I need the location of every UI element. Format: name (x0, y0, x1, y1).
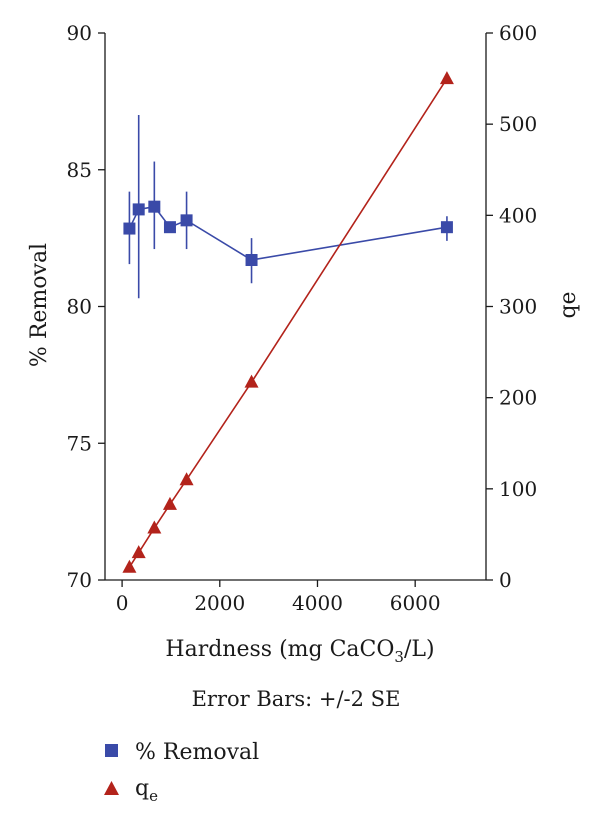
y-left-tick-label: 85 (67, 158, 92, 182)
x-tick-label: 2000 (194, 591, 245, 615)
x-tick-label: 6000 (390, 591, 441, 615)
y-left-axis-ticks: 70 75 80 85 90 (67, 21, 105, 592)
legend-label-qe-main: q (135, 776, 149, 801)
removal-point (163, 221, 176, 234)
qe-point (122, 559, 137, 573)
y-left-tick-label: 80 (67, 295, 92, 319)
y-left-axis-label: % Removal (27, 243, 52, 367)
x-axis-ticks: 0 2000 4000 6000 (116, 580, 441, 615)
x-tick-label: 0 (116, 591, 129, 615)
x-axis-label-end: /L) (404, 637, 435, 662)
x-tick-label: 4000 (292, 591, 343, 615)
y-left-tick-label: 70 (67, 568, 92, 592)
removal-point (148, 200, 161, 213)
qe-point (179, 472, 194, 486)
y-right-tick-label: 400 (499, 203, 537, 227)
y-right-tick-label: 600 (499, 21, 537, 45)
removal-point (123, 222, 136, 235)
removal-point (180, 214, 193, 227)
y-right-axis-label: qe (556, 291, 581, 318)
y-right-tick-label: 200 (499, 386, 537, 410)
qe-point (439, 71, 454, 85)
qe-series-line (128, 78, 448, 568)
legend: % Removal qe (104, 740, 259, 805)
qe-point (131, 545, 146, 559)
y-right-tick-label: 500 (499, 112, 537, 136)
y-right-tick-label: 0 (499, 568, 512, 592)
legend-label-qe-subscript: e (149, 787, 158, 805)
legend-label-qe: qe (135, 776, 158, 805)
legend-label-removal: % Removal (135, 740, 259, 765)
x-axis-label-main: Hardness (mg CaCO (165, 637, 394, 662)
y-right-tick-label: 100 (499, 477, 537, 501)
x-axis-label: Hardness (mg CaCO3/L) (165, 637, 434, 666)
series-group (122, 71, 454, 573)
qe-point (147, 520, 162, 534)
y-left-tick-label: 90 (67, 21, 92, 45)
error-bars-note: Error Bars: +/-2 SE (192, 687, 401, 711)
removal-point (245, 254, 258, 267)
removal-point (132, 203, 145, 216)
y-right-axis-ticks: 0 100 200 300 400 500 600 (486, 21, 537, 592)
x-axis-label-subscript: 3 (394, 648, 404, 666)
y-left-tick-label: 75 (67, 431, 92, 455)
plot-frame (104, 33, 487, 581)
y-right-tick-label: 300 (499, 295, 537, 319)
legend-square-marker (105, 744, 118, 757)
removal-point (440, 221, 453, 234)
legend-triangle-marker (104, 781, 119, 795)
qe-point (162, 496, 177, 510)
removal-series-line (128, 205, 448, 261)
qe-point (244, 374, 259, 388)
